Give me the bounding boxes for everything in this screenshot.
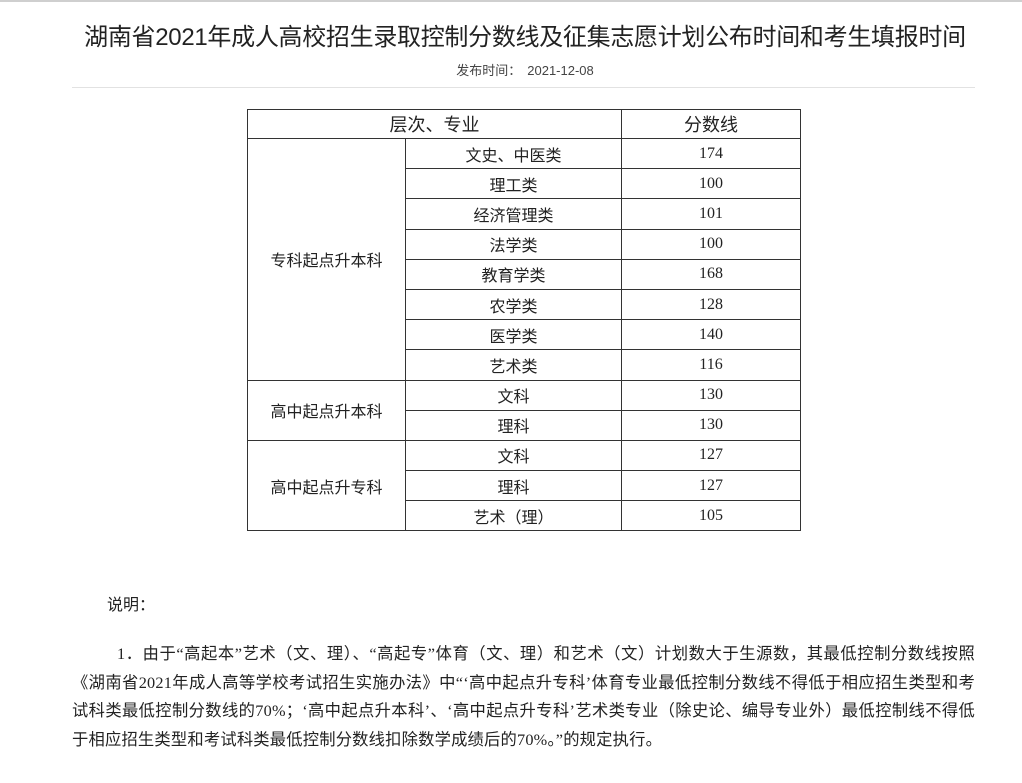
score-cell: 101 [621, 198, 801, 230]
score-cell: 127 [621, 470, 801, 502]
major-cell: 经济管理类 [405, 198, 622, 230]
header-level-major: 层次、专业 [247, 109, 622, 139]
publish-label: 发布时间： [456, 63, 522, 78]
table-row: 高中起点升本科 文科 130 [247, 379, 801, 441]
score-cell: 127 [621, 439, 801, 472]
score-cell: 140 [621, 319, 801, 351]
major-cell: 文科 [405, 379, 622, 411]
major-cell: 法学类 [405, 228, 622, 260]
major-cell: 文史、中医类 [405, 137, 622, 170]
score-cell: 116 [621, 349, 801, 381]
publish-date: 2021-12-08 [527, 63, 594, 78]
major-cell: 医学类 [405, 319, 622, 351]
table-row: 理工类 100 [248, 168, 801, 200]
score-cell: 128 [621, 288, 801, 321]
score-cell: 174 [621, 137, 801, 170]
level-cell: 专科起点升本科 [247, 138, 406, 381]
score-cell: 130 [621, 379, 801, 411]
publish-info: 发布时间： 2021-12-08 [0, 60, 1022, 79]
score-cell: 105 [621, 500, 801, 532]
major-cell: 理科 [405, 409, 622, 441]
table-row: 专科起点升本科 文史、中医类 174 [247, 137, 801, 381]
score-cell: 168 [621, 258, 801, 290]
divider [72, 87, 975, 88]
table-row: 教育学类 168 [248, 258, 801, 290]
level-cell: 高中起点升本科 [247, 379, 406, 441]
major-cell: 农学类 [405, 288, 622, 321]
table-row: 高中起点升专科 文科 127 [247, 439, 801, 532]
header-score: 分数线 [621, 109, 801, 139]
score-cell: 130 [621, 409, 801, 441]
score-cell: 100 [621, 228, 801, 260]
major-cell: 艺术（理） [405, 500, 622, 532]
table-row: 理科 127 [248, 470, 801, 502]
table-row: 医学类 140 [248, 319, 801, 351]
score-table: 层次、专业 分数线 专科起点升本科 文史、中医类 174 理工类 100 经济管理类 101… [247, 109, 801, 532]
major-cell: 教育学类 [405, 258, 622, 290]
major-cell: 理工类 [405, 168, 622, 200]
major-cell: 文科 [405, 439, 622, 472]
table-row: 法学类 100 [248, 228, 801, 260]
table-row: 理科 130 [248, 409, 801, 441]
notes-heading: 说明： [107, 597, 156, 614]
table-header-row: 层次、专业 分数线 [247, 109, 801, 139]
table-row: 艺术类 116 [248, 349, 801, 381]
article-title: 湖南省2021年成人高校招生录取控制分数线及征集志愿计划公布时间和考生填报时间 [84, 24, 966, 51]
major-cell: 理科 [405, 470, 622, 502]
table-row: 农学类 128 [248, 288, 801, 321]
notes-paragraph-1: 1．由于“高起本”艺术（文、理）、“高起专”体育（文、理）和艺术（文）计划数大于… [72, 644, 975, 749]
score-cell: 100 [621, 168, 801, 200]
table-row: 艺术（理） 105 [248, 500, 801, 532]
major-cell: 艺术类 [405, 349, 622, 381]
table-row: 经济管理类 101 [248, 198, 801, 230]
level-cell: 高中起点升专科 [247, 439, 406, 532]
